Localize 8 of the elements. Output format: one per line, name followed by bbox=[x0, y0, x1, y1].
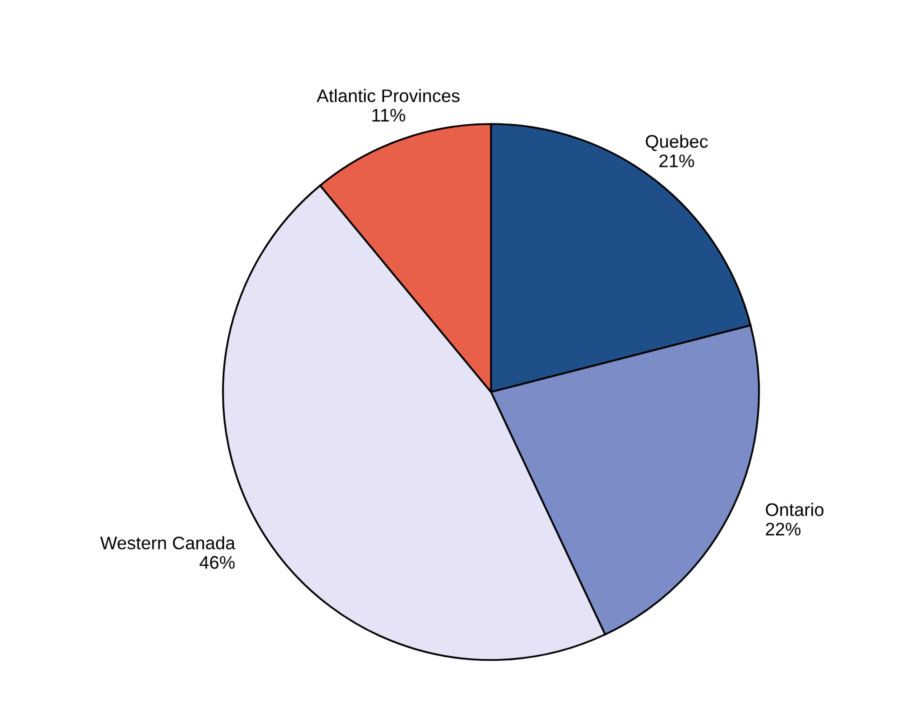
data-label: 11% bbox=[372, 108, 406, 122]
data-label: 22% bbox=[766, 522, 801, 536]
slice-label: Ontario bbox=[766, 502, 824, 516]
data-label: 21% bbox=[659, 154, 694, 168]
slice-label: Quebec bbox=[646, 134, 708, 152]
slice-label: Atlantic Provinces bbox=[316, 88, 460, 102]
data-label: 46% bbox=[200, 556, 235, 569]
slice-label: Western Canada bbox=[100, 536, 236, 550]
